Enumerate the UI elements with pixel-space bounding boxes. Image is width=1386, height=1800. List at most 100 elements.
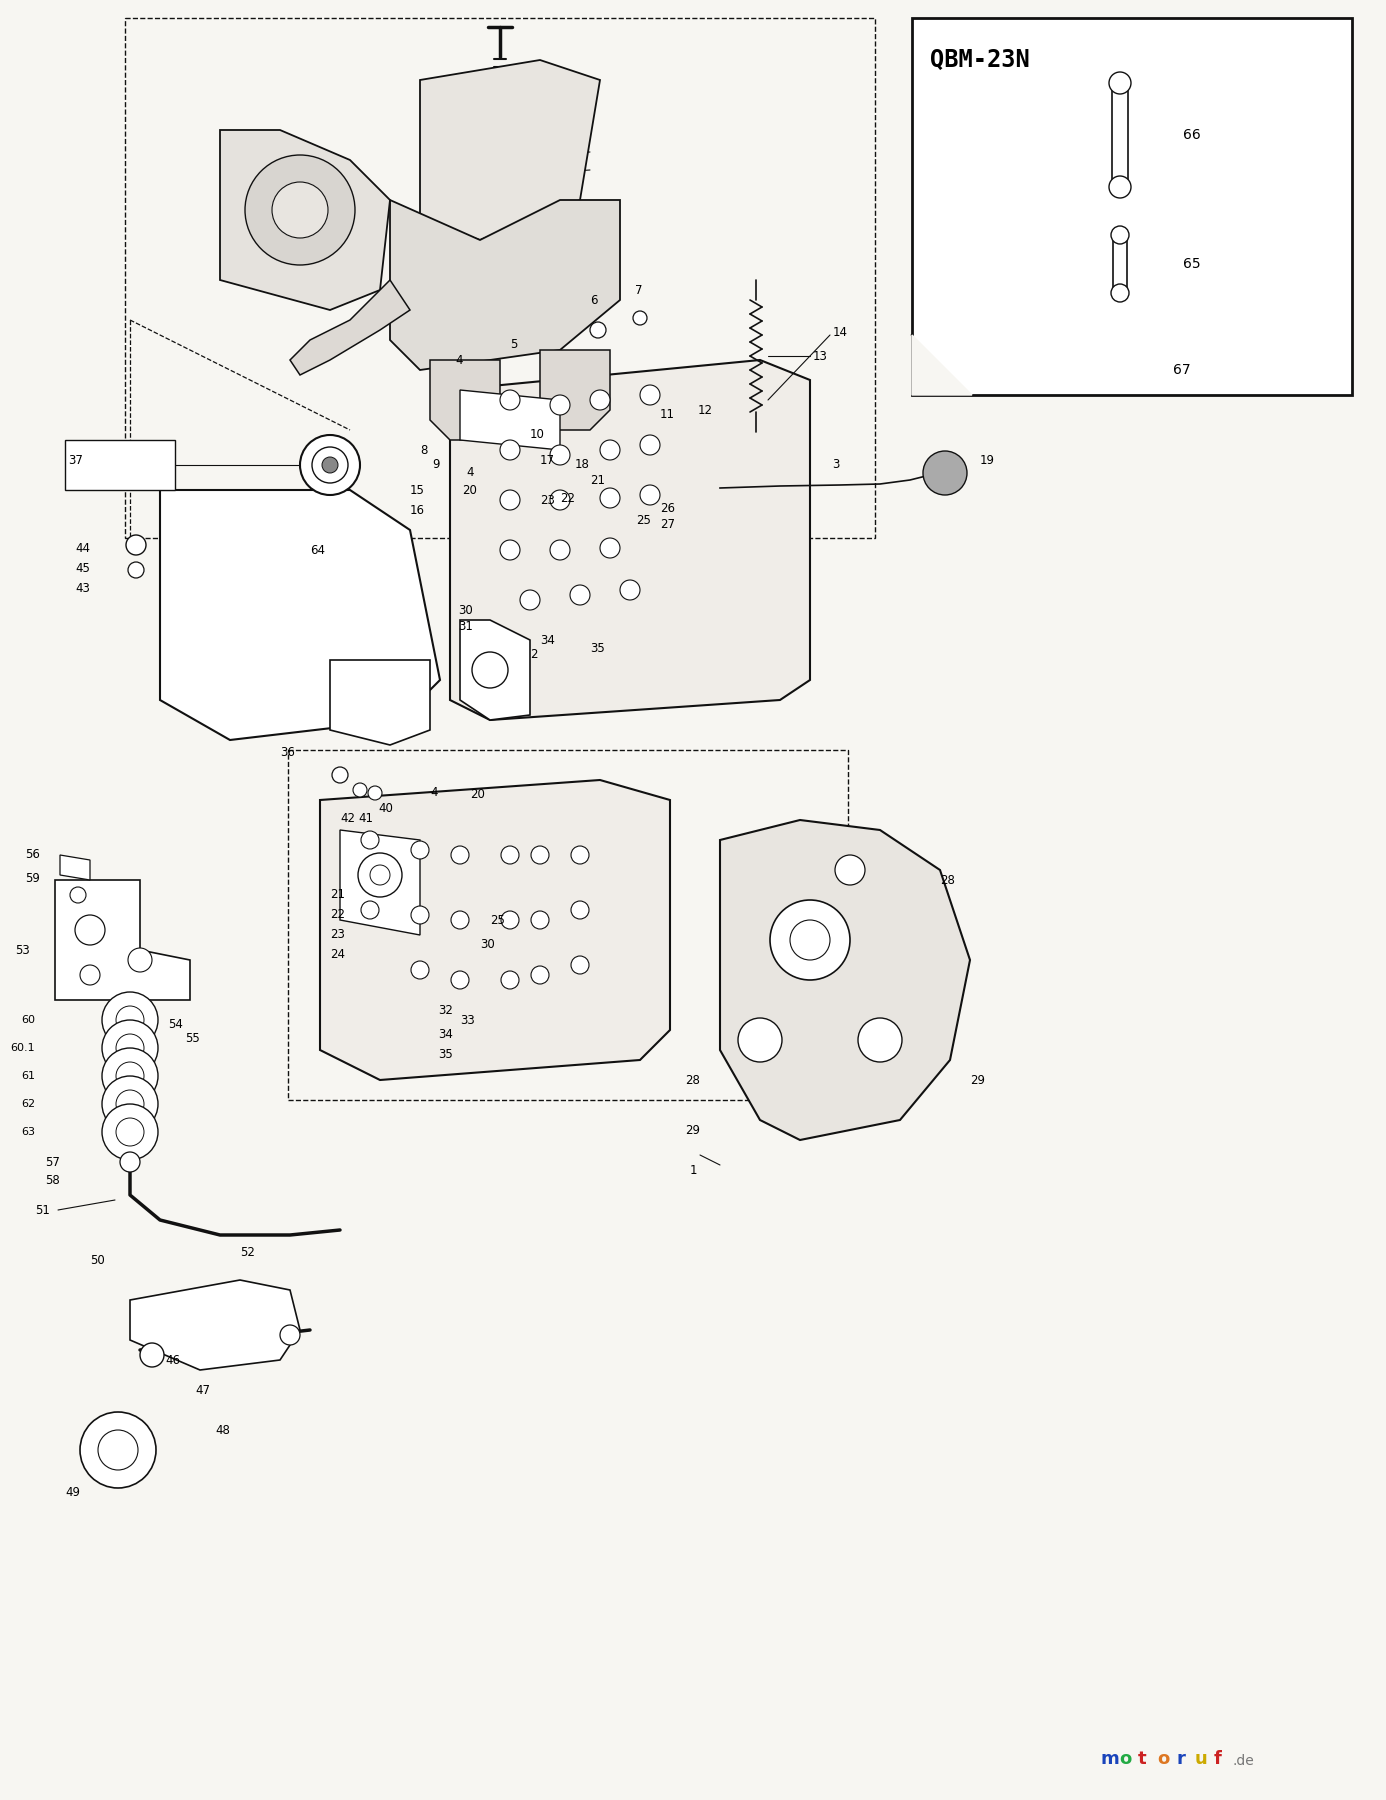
Text: 11: 11 [660, 409, 675, 421]
Text: 29: 29 [685, 1123, 700, 1136]
Circle shape [500, 439, 520, 461]
Text: 31: 31 [457, 621, 473, 634]
Bar [912, 18, 1351, 394]
Text: 46: 46 [165, 1354, 180, 1366]
Text: 4: 4 [430, 787, 438, 799]
Text: 48: 48 [215, 1424, 230, 1436]
Text: 33: 33 [460, 1013, 475, 1026]
Circle shape [590, 391, 610, 410]
Circle shape [570, 585, 590, 605]
Circle shape [103, 992, 158, 1048]
Text: 59: 59 [25, 871, 40, 884]
Polygon shape [912, 335, 972, 394]
Text: 45: 45 [75, 562, 90, 574]
Text: 21: 21 [590, 473, 606, 486]
Circle shape [550, 490, 570, 509]
Circle shape [103, 1076, 158, 1132]
Circle shape [272, 182, 328, 238]
Text: 63: 63 [21, 1127, 35, 1138]
Circle shape [71, 887, 86, 904]
Circle shape [531, 846, 549, 864]
Circle shape [500, 846, 518, 864]
Circle shape [353, 783, 367, 797]
Circle shape [412, 905, 430, 923]
Circle shape [923, 452, 967, 495]
Text: 5: 5 [510, 338, 517, 351]
Circle shape [333, 767, 348, 783]
Polygon shape [60, 855, 90, 880]
Polygon shape [330, 661, 430, 745]
Text: 25: 25 [636, 513, 651, 526]
Text: 30: 30 [480, 938, 495, 952]
Circle shape [600, 439, 620, 461]
Text: 17: 17 [541, 454, 554, 466]
Text: 52: 52 [240, 1246, 255, 1258]
Circle shape [571, 902, 589, 920]
Circle shape [590, 322, 606, 338]
Text: 56: 56 [25, 848, 40, 862]
Text: f: f [1214, 1750, 1222, 1768]
Text: 24: 24 [330, 949, 345, 961]
Circle shape [116, 1033, 144, 1062]
Text: 16: 16 [410, 504, 426, 517]
Polygon shape [159, 490, 439, 740]
Text: 41: 41 [358, 812, 373, 824]
Circle shape [858, 1019, 902, 1062]
Text: 28: 28 [685, 1073, 700, 1087]
Polygon shape [340, 830, 420, 934]
Polygon shape [450, 360, 809, 720]
Circle shape [600, 488, 620, 508]
Circle shape [1112, 284, 1130, 302]
Circle shape [550, 540, 570, 560]
Text: 2: 2 [529, 648, 538, 662]
Polygon shape [290, 281, 410, 374]
Text: 61: 61 [21, 1071, 35, 1082]
Circle shape [128, 949, 152, 972]
Text: 22: 22 [560, 491, 575, 504]
Circle shape [245, 155, 355, 265]
Circle shape [126, 535, 146, 554]
Text: 44: 44 [75, 542, 90, 554]
Circle shape [121, 1152, 140, 1172]
Polygon shape [130, 1280, 299, 1370]
Circle shape [80, 1411, 157, 1489]
Text: 10: 10 [529, 428, 545, 441]
Circle shape [1109, 72, 1131, 94]
Circle shape [640, 484, 660, 506]
Circle shape [771, 900, 850, 979]
Circle shape [500, 540, 520, 560]
Text: 30: 30 [457, 603, 473, 616]
Text: 9: 9 [432, 459, 439, 472]
Text: m: m [1100, 1750, 1119, 1768]
Text: 13: 13 [814, 349, 827, 362]
Circle shape [531, 967, 549, 985]
Text: 53: 53 [15, 943, 30, 956]
Polygon shape [460, 391, 560, 450]
Text: 65: 65 [1184, 257, 1200, 272]
Text: 21: 21 [330, 889, 345, 902]
Circle shape [312, 446, 348, 482]
Text: 40: 40 [378, 801, 392, 814]
Circle shape [450, 846, 468, 864]
Text: 57: 57 [46, 1156, 60, 1168]
Text: 64: 64 [310, 544, 324, 556]
Polygon shape [65, 439, 175, 490]
Circle shape [360, 832, 378, 850]
Text: 55: 55 [184, 1031, 200, 1044]
Circle shape [370, 866, 389, 886]
Circle shape [571, 846, 589, 864]
Text: 60.1: 60.1 [10, 1042, 35, 1053]
Text: 54: 54 [168, 1019, 183, 1031]
Text: 62: 62 [21, 1100, 35, 1109]
Circle shape [360, 902, 378, 920]
Text: u: u [1195, 1750, 1207, 1768]
Circle shape [620, 580, 640, 599]
Text: 25: 25 [491, 914, 505, 927]
Text: 23: 23 [330, 929, 345, 941]
Circle shape [103, 1103, 158, 1159]
Text: 47: 47 [195, 1384, 211, 1397]
Circle shape [531, 911, 549, 929]
Circle shape [790, 920, 830, 959]
Circle shape [322, 457, 338, 473]
Circle shape [75, 914, 105, 945]
